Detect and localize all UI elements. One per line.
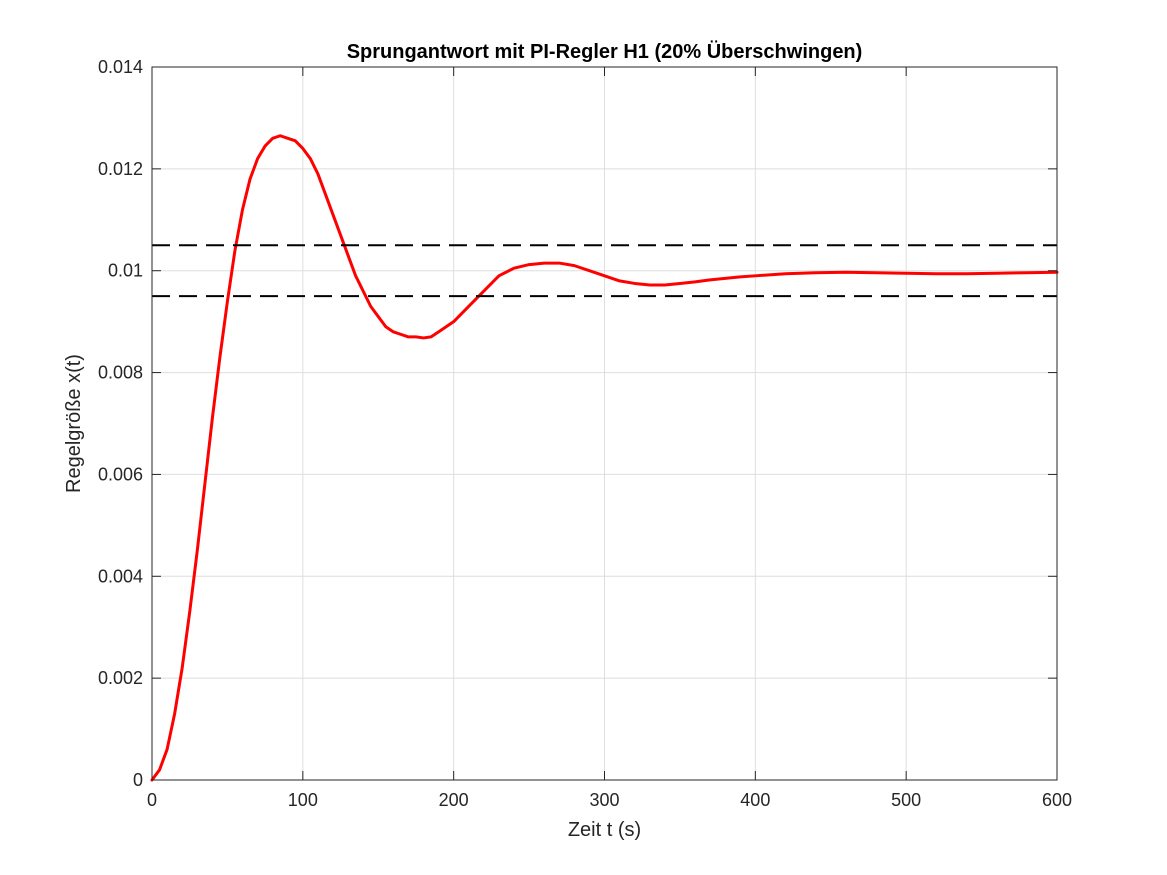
x-tick-label: 100	[288, 790, 318, 810]
x-axis-label: Zeit t (s)	[568, 819, 641, 841]
x-tick-label: 600	[1042, 790, 1072, 810]
ticks: 0 100 200 300 400 500 600 0 0.002 0.004 0.006 0.008…	[98, 57, 1072, 810]
y-tick-label: 0.002	[98, 668, 143, 688]
y-tick-label: 0.014	[98, 57, 143, 77]
x-tick-label: 0	[147, 790, 157, 810]
y-tick-label: 0.006	[98, 464, 143, 484]
y-tick-label: 0.004	[98, 566, 143, 586]
y-tick-label: 0.008	[98, 363, 143, 383]
y-tick-label: 0.012	[98, 159, 143, 179]
chart-title: Sprungantwort mit PI-Regler H1 (20% Über…	[347, 40, 863, 63]
x-tick-label: 200	[439, 790, 469, 810]
y-tick-label: 0.01	[108, 261, 143, 281]
response-curve	[150, 134, 1059, 782]
x-tick-label: 500	[891, 790, 921, 810]
y-axis-label: Regelgröße x(t)	[63, 354, 85, 493]
x-tick-label: 400	[740, 790, 770, 810]
x-tick-label: 300	[589, 790, 619, 810]
series-layer	[150, 134, 1059, 782]
y-tick-label: 0	[133, 770, 143, 790]
